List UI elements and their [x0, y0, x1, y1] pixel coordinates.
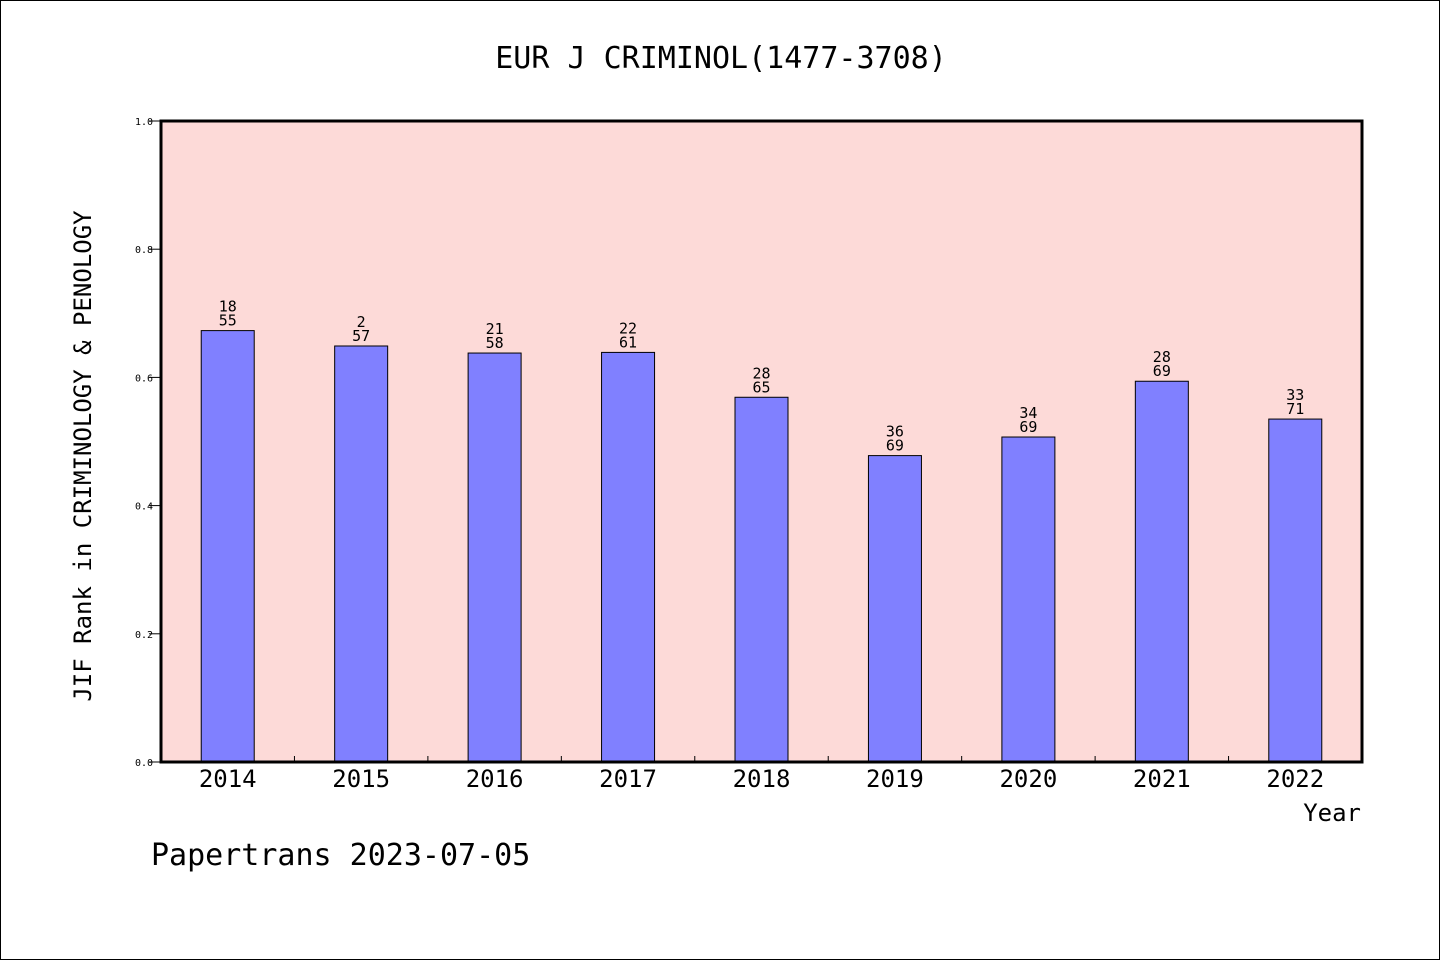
data-label-rank: 36	[886, 423, 904, 441]
y-tick-label: 1.0	[135, 117, 153, 128]
x-axis: 2014 2015 2016 2017 2018 2019 2020 2021 2022	[199, 756, 1324, 793]
bars	[200, 330, 1323, 763]
data-label-total: 61	[619, 333, 637, 351]
data-label-rank: 18	[219, 298, 237, 316]
y-tick-label: 0.8	[135, 245, 153, 256]
plot-border	[159, 119, 1364, 764]
bar-2019	[867, 455, 922, 763]
footer-credit: Papertrans 2023-07-05	[151, 838, 530, 873]
data-label-rank: 2	[357, 313, 366, 331]
x-tick-label: 2017	[599, 765, 657, 793]
bar-2018	[734, 396, 789, 763]
data-label-rank: 28	[752, 364, 770, 382]
bar-2021	[1134, 380, 1189, 763]
x-tick-label: 2014	[199, 765, 257, 793]
data-label-total: 57	[352, 327, 370, 345]
chart-title: EUR J CRIMINOL(1477-3708)	[495, 41, 947, 76]
bar-2014	[200, 330, 255, 763]
x-tick-label: 2016	[466, 765, 524, 793]
y-tick-label: 0.4	[135, 502, 153, 513]
data-label-rank: 28	[1153, 348, 1171, 366]
x-tick-label: 2019	[866, 765, 924, 793]
y-tick-label: 0.0	[135, 758, 153, 769]
x-axis-label: Year	[1303, 799, 1361, 827]
y-tick-label: 0.6	[135, 373, 153, 384]
y-axis: 0.0 0.2 0.4 0.6 0.8 1.0	[135, 117, 161, 769]
y-axis-label: JIF Rank in CRIMINOLOGY & PENOLOGY	[69, 210, 97, 702]
data-label-total: 69	[886, 437, 904, 455]
data-label-rank: 33	[1286, 386, 1304, 404]
bar-2022	[1268, 418, 1323, 763]
data-label-rank: 21	[486, 320, 504, 338]
bar-2020	[1001, 436, 1056, 763]
x-tick-label: 2020	[999, 765, 1057, 793]
bar-2015	[334, 345, 389, 763]
bar-2016	[467, 352, 522, 763]
x-tick-label: 2022	[1266, 765, 1324, 793]
data-label-rank: 34	[1019, 404, 1037, 422]
y-tick-label: 0.2	[135, 630, 153, 641]
data-label-total: 69	[1153, 362, 1171, 380]
bar-2017	[601, 351, 656, 763]
data-label-total: 55	[219, 312, 237, 330]
data-label-total: 71	[1286, 400, 1304, 418]
data-label-total: 65	[752, 378, 770, 396]
x-tick-label: 2015	[332, 765, 390, 793]
data-label-total: 58	[486, 334, 504, 352]
data-label-rank: 22	[619, 319, 637, 337]
data-label-total: 69	[1019, 418, 1037, 436]
x-tick-label: 2021	[1133, 765, 1191, 793]
x-tick-label: 2018	[733, 765, 791, 793]
